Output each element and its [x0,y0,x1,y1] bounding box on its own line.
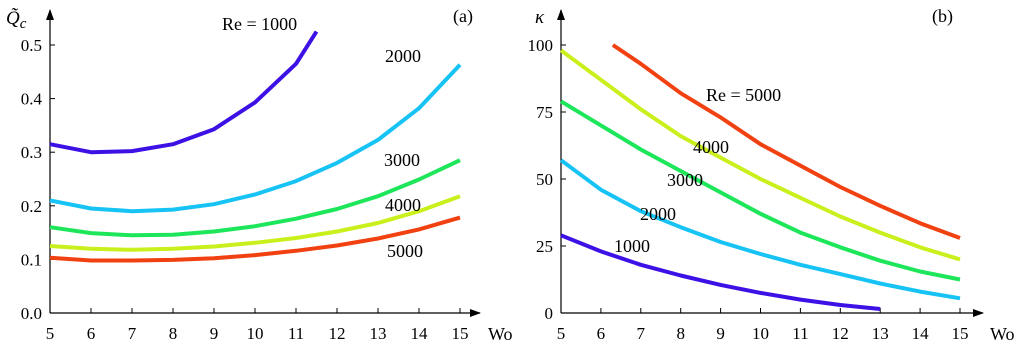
panel-a-y-axis-arrow [46,9,54,20]
panel-b-x-axis-arrow [973,309,984,317]
panel-b-label-re5000: Re = 5000 [706,85,781,105]
panel-b-label-re4000: 4000 [693,137,729,157]
panel-a-panel-label: (a) [453,6,473,27]
panel-a-y-tick-label: 0.3 [21,143,42,162]
panel-a-x-tick-label: 7 [128,324,137,343]
panel-a-y-tick-label: 0.1 [21,250,42,269]
panel-b-y-ticks: 0 25 50 75 100 [528,36,566,323]
panel-a-x-tick-label: 12 [329,324,346,343]
panel-b-x-ticks: 5 6 7 8 9 10 11 12 13 14 15 [557,308,969,343]
panel-a-y-tick-label: 0.4 [21,90,43,109]
panel-a-label-re3000: 3000 [384,150,420,170]
panel-a-series-re2000 [49,63,462,214]
panel-a-x-tick-label: 6 [87,324,96,343]
panel-a-x-tick-label: 15 [452,324,469,343]
panel-b-x-tick-label: 6 [597,324,606,343]
panel-b-x-tick-label: 15 [952,324,969,343]
panel-b-series-re3000 [559,99,961,282]
panel-b-x-tick-label: 10 [752,324,769,343]
panel-b-label-re3000: 3000 [667,170,703,190]
panel-a-label-re1000: Re = 1000 [222,14,297,34]
panel-b-label-re2000: 2000 [640,204,676,224]
panel-b-x-tick-label: 5 [557,324,566,343]
panel-b-y-tick-label: 25 [536,237,553,256]
panel-a-y-axis-label: Q̃c [6,8,27,32]
panel-b-series-re1000 [560,233,881,311]
panel-a-y-tick-label: 0.5 [21,36,42,55]
panel-b-y-tick-label: 100 [528,36,554,55]
panel-a-x-axis-label: Wo [488,324,513,344]
panel-a-series-re1000 [49,30,319,155]
panel-a-x-tick-label: 8 [169,324,178,343]
panel-a-series-re3000 [49,158,461,238]
panel-b-series-re4000 [559,48,961,262]
panel-b-y-tick-label: 50 [536,170,553,189]
panel-a-label-re4000: 4000 [385,195,421,215]
panel-b-x-tick-label: 8 [676,324,685,343]
panel-b-series-re5000 [611,43,961,240]
panel-b-y-axis-label: κ [535,7,545,28]
panel-b-panel-label: (b) [932,6,953,27]
panel-b-x-tick-label: 11 [792,324,808,343]
panel-b-y-tick-label: 75 [536,103,553,122]
panel-b-x-tick-label: 13 [872,324,889,343]
panel-a-x-tick-label: 5 [46,324,55,343]
panel-a-x-tick-label: 14 [411,324,429,343]
panel-b-x-axis-label: Wo [990,324,1015,344]
panel-a-x-tick-label: 9 [210,324,219,343]
panel-a-series-re4000 [49,194,461,252]
panel-b-y-tick-label: 0 [545,304,554,323]
panel-a-series-re5000 [49,215,461,263]
panel-b: κ Wo (b) 5 6 7 8 9 10 11 12 13 14 15 0 25 50 75 100 10… [528,6,1015,344]
panel-b-label-re1000: 1000 [614,236,650,256]
panel-a-label-re5000: 5000 [387,241,423,261]
panel-b-series-re2000 [559,158,961,301]
panel-b-x-tick-label: 12 [832,324,849,343]
panel-a-y-tick-label: 0.0 [21,304,42,323]
panel-a-x-tick-label: 11 [288,324,304,343]
panel-b-x-tick-label: 9 [716,324,725,343]
panel-b-x-tick-label: 14 [912,324,930,343]
panel-a-label-re2000: 2000 [385,46,421,66]
panel-a: Q̃c Wo (a) 5 6 7 8 9 10 11 12 13 14 15 0.00.10.20.… [6,6,513,344]
panel-b-x-tick-label: 7 [637,324,646,343]
panel-a-y-tick-label: 0.2 [21,197,42,216]
panel-a-y-ticks: 0.0 0.1 0.2 0.3 0.4 0.5 [21,36,55,323]
panel-a-x-tick-label: 13 [370,324,387,343]
panel-a-x-axis-arrow [470,309,481,317]
panel-a-x-ticks: 5 6 7 8 9 10 11 12 13 14 15 [46,308,469,343]
panel-a-x-tick-label: 10 [247,324,264,343]
panel-b-y-axis-arrow [557,9,565,20]
